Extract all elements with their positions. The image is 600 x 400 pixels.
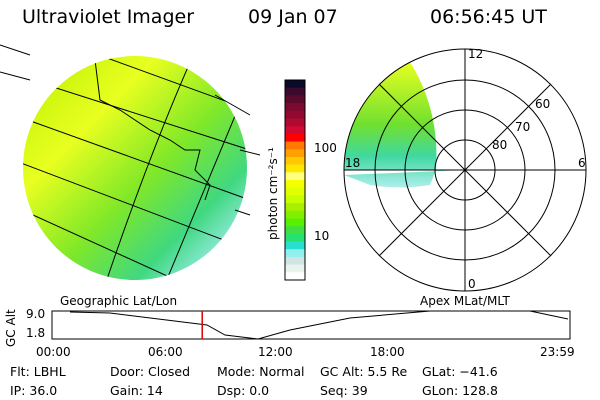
- mlt-label-6: 6: [578, 156, 586, 170]
- mlat-mlt-polar-plot: [343, 48, 587, 292]
- colorbar-segment: [285, 272, 305, 281]
- mlt-label-12: 12: [468, 47, 484, 61]
- status-field: GLon: 128.8: [422, 383, 498, 398]
- colorbar-segment: [285, 256, 305, 266]
- colorbar-tick: 10: [314, 229, 330, 243]
- status-field: Seq: 39: [320, 383, 368, 398]
- colorbar-segment: [285, 118, 305, 127]
- colorbar-segment: [285, 180, 305, 189]
- instrument-title: Ultraviolet Imager: [22, 6, 195, 28]
- colorbar-segment: [285, 210, 305, 219]
- status-field: Dsp: 0.0: [217, 383, 270, 398]
- colorbar-segment: [285, 195, 305, 204]
- colorbar-segment: [285, 164, 305, 173]
- status-field: Flt: LBHL: [10, 364, 66, 379]
- colorbar-segment: [285, 226, 305, 235]
- mlt-label-18: 18: [345, 156, 361, 170]
- colorbar-label: photon cm⁻²s⁻¹: [266, 147, 280, 240]
- colorbar-segment: [285, 103, 305, 112]
- timeline-xtick: 06:00: [148, 345, 183, 359]
- colorbar-segment: [285, 203, 305, 212]
- status-field: GLat: −41.6: [422, 364, 498, 379]
- colorbar-segment: [285, 149, 305, 158]
- colorbar-segment: [285, 141, 305, 150]
- timeline-ytick: 9.0: [26, 307, 46, 321]
- colorbar-segment: [285, 187, 305, 196]
- date-label: 09 Jan 07: [248, 6, 338, 28]
- colorbar-tick: 100: [314, 141, 337, 155]
- mlat-label-70: 70: [515, 120, 531, 134]
- timeline-ytick: 1.8: [26, 326, 46, 340]
- colorbar-segment: [285, 80, 305, 89]
- colorbar-segment: [285, 249, 305, 258]
- colorbar-frame: [284, 79, 306, 281]
- geographic-image: [0, 44, 261, 280]
- mlat-label-80: 80: [492, 138, 508, 152]
- colorbar-segment: [285, 172, 305, 181]
- colorbar-segment: [285, 110, 305, 119]
- colorbar-segment: [285, 95, 305, 104]
- colorbar: [284, 79, 306, 281]
- timeline-xtick: 12:00: [258, 345, 293, 359]
- status-field: GC Alt: 5.5 Re: [320, 364, 408, 379]
- status-field: Door: Closed: [110, 364, 191, 379]
- colorbar-segment: [285, 87, 305, 96]
- mlt-label-0: 0: [468, 277, 476, 291]
- timeline-xtick: 18:00: [370, 345, 405, 359]
- status-field: Mode: Normal: [217, 364, 305, 379]
- timeline-xtick: 23:59: [540, 345, 575, 359]
- colorbar-segment: [285, 233, 305, 243]
- timeline-ylabel: GC Alt: [4, 309, 18, 347]
- status-field: IP: 36.0: [10, 383, 58, 398]
- colorbar-segment: [285, 241, 305, 250]
- time-label: 06:56:45 UT: [430, 6, 547, 28]
- status-field: Gain: 14: [110, 383, 163, 398]
- colorbar-segment: [285, 218, 305, 227]
- colorbar-segment: [285, 133, 305, 143]
- altitude-timeline: [51, 310, 571, 340]
- timeline-xtick: 00:00: [36, 345, 71, 359]
- colorbar-segment: [285, 264, 305, 273]
- colorbar-segment: [285, 156, 305, 166]
- mlat-label-60: 60: [535, 97, 551, 111]
- apex-label: Apex MLat/MLT: [420, 294, 510, 308]
- geographic-label: Geographic Lat/Lon: [60, 294, 178, 308]
- colorbar-segment: [285, 126, 305, 135]
